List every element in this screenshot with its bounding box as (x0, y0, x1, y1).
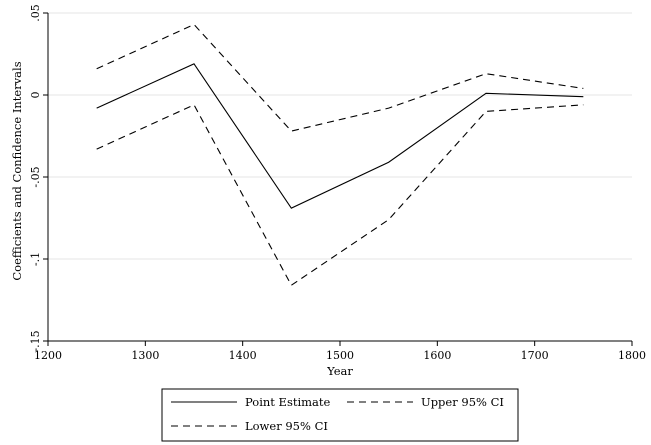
legend-label: Upper 95% CI (421, 395, 504, 409)
y-tick-label: 0 (29, 92, 42, 99)
x-axis-ticks: 1200130014001500160017001800 (34, 341, 646, 362)
legend: Point Estimate Upper 95% CI Lower 95% CI (162, 389, 518, 441)
y-axis-ticks: .05 0 -.05 -.1 -.15 (29, 4, 48, 351)
y-axis-title: Coefficients and Confidence Intervals (10, 61, 24, 280)
series-line-upper-95-ci (97, 24, 584, 131)
x-axis-title: Year (326, 364, 353, 378)
x-tick-label: 1300 (131, 349, 159, 362)
x-tick-label: 1500 (326, 349, 354, 362)
y-tick-label: .05 (29, 4, 42, 22)
y-tick-label: -.1 (29, 252, 42, 266)
y-tick-label: -.15 (29, 330, 42, 351)
y-tick-label: -.05 (29, 166, 42, 187)
x-tick-label: 1800 (618, 349, 646, 362)
x-tick-label: 1700 (521, 349, 549, 362)
series-lines (97, 24, 584, 285)
series-line-point-estimate (97, 64, 584, 208)
x-tick-label: 1600 (423, 349, 451, 362)
x-tick-label: 1400 (229, 349, 257, 362)
legend-label: Point Estimate (245, 395, 331, 409)
gridlines (48, 13, 632, 341)
series-line-lower-95-ci (97, 105, 584, 285)
legend-label: Lower 95% CI (245, 419, 328, 433)
